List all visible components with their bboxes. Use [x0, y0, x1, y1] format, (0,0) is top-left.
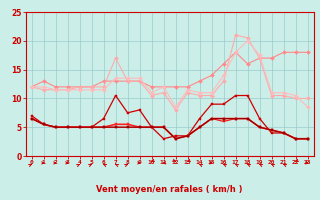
X-axis label: Vent moyen/en rafales ( km/h ): Vent moyen/en rafales ( km/h ): [96, 185, 243, 194]
